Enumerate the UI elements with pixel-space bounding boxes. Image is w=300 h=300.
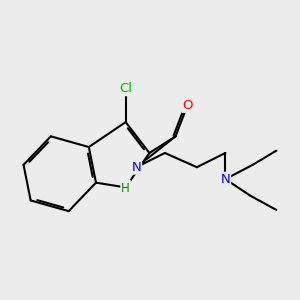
Text: N: N [131,161,141,174]
Text: O: O [182,99,193,112]
Text: N: N [220,172,230,186]
Text: H: H [121,182,130,195]
Text: S: S [122,181,130,194]
Text: Cl: Cl [119,82,132,95]
